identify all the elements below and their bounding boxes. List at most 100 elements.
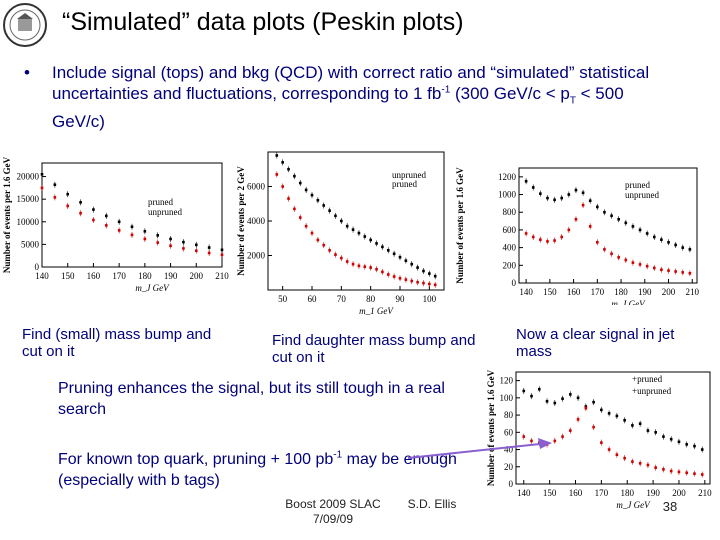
page-number: 38 <box>662 499 678 514</box>
x-tick-label: 210 <box>698 488 712 498</box>
data-point <box>624 258 628 262</box>
data-point <box>688 271 692 275</box>
data-point <box>681 271 685 274</box>
data-point <box>638 422 642 425</box>
data-point <box>623 418 626 422</box>
data-point <box>654 466 657 469</box>
y-axis-label: Number of events per 1.6 GeV <box>455 167 465 284</box>
slide-title: “Simulated” data plots (Peskin plots) <box>62 8 464 36</box>
data-point <box>531 235 535 239</box>
x-tick-label: 90 <box>396 294 406 304</box>
data-point <box>674 243 677 247</box>
data-point <box>433 283 437 287</box>
legend-entry: pruned <box>625 180 650 190</box>
data-point <box>416 266 419 269</box>
data-point <box>398 276 402 280</box>
y-axis-label: Number of events per 1.6 GeV <box>2 156 12 273</box>
data-point <box>674 270 677 273</box>
x-tick-label: 140 <box>517 488 531 498</box>
x-tick-label: 160 <box>569 488 583 498</box>
y-tick-label: 120 <box>500 376 514 386</box>
data-point <box>404 278 408 281</box>
data-point <box>700 473 704 476</box>
pruning-note: Pruning enhances the signal, but its sti… <box>58 380 445 418</box>
y-axis-label: Number of events per 1.6 GeV <box>486 369 496 486</box>
data-point <box>386 273 390 276</box>
data-point <box>685 443 689 446</box>
y-tick-label: 80 <box>504 410 514 420</box>
data-point <box>560 235 564 239</box>
data-point <box>207 251 211 255</box>
data-point <box>316 238 320 242</box>
data-point <box>130 233 134 237</box>
data-point <box>392 275 396 278</box>
y-tick-label: 5000 <box>21 239 40 249</box>
data-point <box>662 435 665 438</box>
data-point <box>669 469 673 473</box>
data-point <box>357 264 361 268</box>
bullet-sub: T <box>569 95 576 107</box>
data-point <box>646 463 650 467</box>
y-tick-label: 60 <box>504 427 514 437</box>
data-point <box>553 401 557 405</box>
data-point <box>334 214 337 218</box>
data-point <box>275 154 279 157</box>
x-tick-label: 170 <box>112 271 126 281</box>
data-point <box>677 440 681 444</box>
y-tick-label: 600 <box>503 225 517 235</box>
legend-entry: pruned <box>392 179 417 189</box>
caption-right: Now a clear signal in jet mass <box>516 326 675 360</box>
data-point <box>410 262 414 266</box>
data-point <box>631 261 635 264</box>
data-point <box>624 221 628 225</box>
x-tick-label: 150 <box>543 287 557 297</box>
legend-entry: pruned <box>148 197 173 207</box>
x-tick-label: 210 <box>215 271 229 281</box>
plot-frame <box>518 167 698 284</box>
y-tick-label: 0 <box>509 479 514 489</box>
data-point <box>631 225 635 228</box>
data-point <box>574 218 578 221</box>
data-point <box>130 225 134 229</box>
x-tick-label: 70 <box>337 294 347 304</box>
y-tick-label: 2000 <box>247 251 266 261</box>
data-point <box>433 274 437 278</box>
data-point <box>667 269 670 272</box>
data-point <box>398 255 402 259</box>
data-point <box>581 191 585 195</box>
data-point <box>660 238 663 241</box>
data-point <box>581 203 585 207</box>
data-point <box>328 209 331 212</box>
y-axis-label: Number of events per 2 GeV <box>236 166 246 276</box>
data-point <box>615 453 619 457</box>
data-point <box>667 241 670 244</box>
data-point <box>207 246 211 249</box>
data-point <box>610 252 613 256</box>
data-point <box>428 282 431 286</box>
data-point <box>592 400 595 404</box>
data-point <box>652 266 656 270</box>
data-point <box>422 281 425 285</box>
y-tick-label: 400 <box>503 243 517 253</box>
caption-middle: Find daughter mass bump and cut on it <box>272 332 476 366</box>
x-tick-label: 180 <box>138 271 152 281</box>
data-point <box>117 220 121 224</box>
data-point <box>194 243 198 247</box>
data-point <box>156 241 160 244</box>
data-point <box>524 179 528 183</box>
data-point <box>345 224 349 228</box>
plot-frame <box>41 162 223 268</box>
data-point <box>638 228 642 232</box>
data-point <box>386 249 390 252</box>
x-tick-label: 140 <box>35 271 49 281</box>
bullet-end: < 500 GeV/c) <box>52 84 624 132</box>
data-point <box>287 197 290 200</box>
data-point <box>631 460 634 463</box>
x-tick-label: 200 <box>662 287 676 297</box>
data-point <box>422 269 425 273</box>
data-point <box>531 186 535 189</box>
known-top-note: For known top quark, pruning + 100 pb-1 … <box>58 449 458 491</box>
data-point <box>530 394 533 398</box>
data-point <box>596 205 599 209</box>
